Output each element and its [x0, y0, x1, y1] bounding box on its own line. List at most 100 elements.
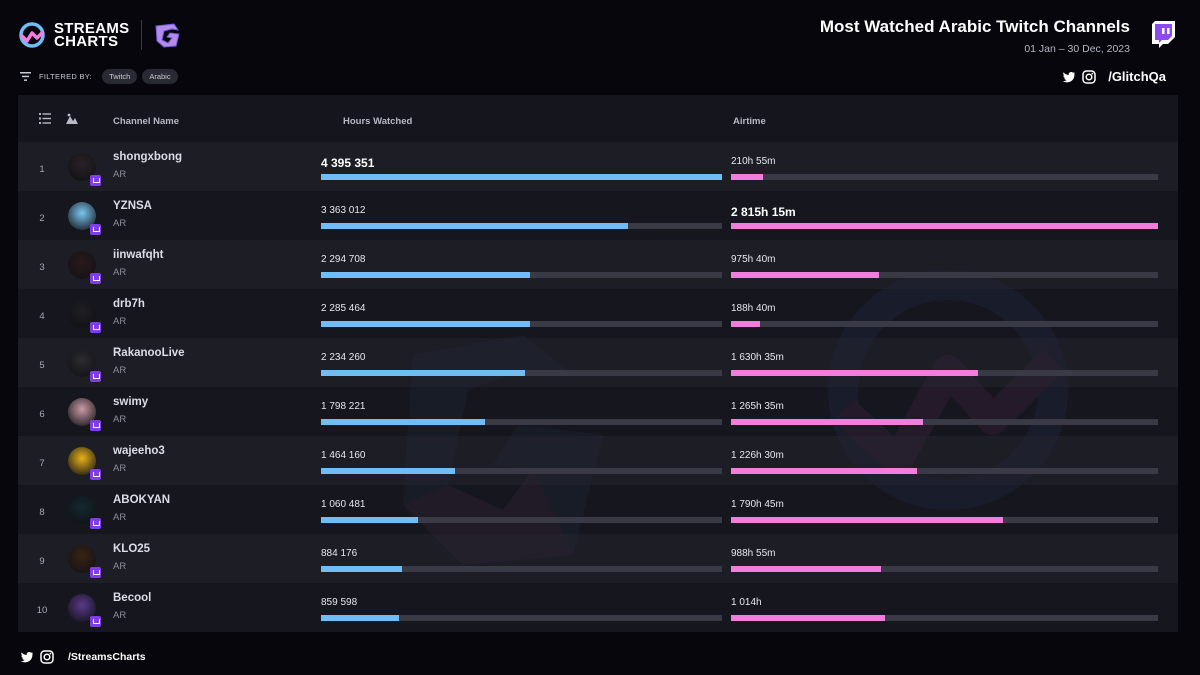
airtime-value: 1 226h 30m [731, 450, 784, 461]
hours-watched-bar [321, 321, 722, 327]
twitter-icon[interactable] [1062, 70, 1076, 84]
airtime-value: 1 265h 35m [731, 401, 784, 412]
airtime-fill [731, 223, 1158, 229]
rank-number: 10 [36, 605, 48, 616]
channel-language: AR [113, 463, 127, 474]
airtime-bar [731, 615, 1158, 621]
channel-name[interactable]: shongxbong [113, 151, 182, 163]
airtime-value: 188h 40m [731, 303, 776, 314]
filter-chip-platform[interactable]: Twitch [102, 69, 138, 84]
channel-language: AR [113, 561, 127, 572]
channel-name[interactable]: KLO25 [113, 543, 151, 555]
filter-icon [20, 72, 31, 81]
airtime-bar [731, 517, 1158, 523]
rank-number: 5 [39, 360, 45, 371]
airtime-value: 1 014h [731, 597, 762, 608]
hours-watched-value: 859 598 [321, 597, 358, 608]
table-row[interactable]: 7 wajeeho3 AR 1 464 160 1 226h 30m [18, 436, 1178, 485]
social-handle-top[interactable]: /GlitchQa [1108, 69, 1166, 84]
hours-watched-value: 884 176 [321, 548, 358, 559]
rank-number: 7 [39, 458, 45, 469]
table-row[interactable]: 6 swimy AR 1 798 221 1 265h 35m [18, 387, 1178, 436]
social-top: /GlitchQa [1062, 69, 1166, 84]
table-row[interactable]: 9 KLO25 AR 884 176 988h 55m [18, 534, 1178, 583]
channel-language: AR [113, 414, 127, 425]
airtime-fill [731, 468, 918, 474]
filter-label: FILTERED BY: [39, 72, 93, 81]
avatar-column-icon [66, 113, 78, 124]
header-title-block: Most Watched Arabic Twitch Channels 01 J… [820, 17, 1130, 55]
social-handle-bottom[interactable]: /StreamsCharts [68, 651, 146, 663]
channel-name[interactable]: YZNSA [113, 200, 152, 212]
col-hours-watched[interactable]: Hours Watched [343, 116, 413, 127]
channel-name[interactable]: ABOKYAN [113, 494, 171, 506]
table-row[interactable]: 2 YZNSA AR 3 363 012 2 815h 15m [18, 191, 1178, 240]
airtime-fill [731, 174, 763, 180]
table-row[interactable]: 1 shongxbong AR 4 395 351 210h 55m [18, 142, 1178, 191]
hours-watched-value: 1 060 481 [321, 499, 366, 510]
table-row[interactable]: 5 RakanooLive AR 2 234 260 1 630h 35m [18, 338, 1178, 387]
channel-name[interactable]: swimy [113, 396, 149, 408]
channel-language: AR [113, 512, 127, 523]
airtime-bar [731, 566, 1158, 572]
rank-number: 1 [39, 164, 45, 175]
hours-watched-fill [321, 223, 628, 229]
twitch-badge-icon [90, 567, 101, 578]
col-airtime[interactable]: Airtime [733, 116, 766, 127]
hours-watched-fill [321, 517, 418, 523]
airtime-value: 1 630h 35m [731, 352, 784, 363]
filter-chip-language[interactable]: Arabic [142, 69, 178, 84]
twitch-badge-icon [90, 420, 101, 431]
rank-number: 3 [39, 262, 45, 273]
twitch-badge-icon [90, 469, 101, 480]
hours-watched-bar [321, 272, 722, 278]
hours-watched-value: 4 395 351 [321, 156, 375, 170]
hours-watched-fill [321, 468, 455, 474]
hours-watched-fill [321, 174, 722, 180]
hours-watched-value: 2 285 464 [321, 303, 366, 314]
twitter-icon[interactable] [20, 650, 34, 664]
channel-name[interactable]: RakanooLive [113, 347, 185, 359]
airtime-value: 2 815h 15m [731, 205, 796, 219]
brand-logo: STREAMS CHARTS [18, 20, 182, 50]
hours-watched-fill [321, 370, 525, 376]
channel-language: AR [113, 169, 127, 180]
twitch-badge-icon [90, 224, 101, 235]
airtime-fill [731, 615, 885, 621]
airtime-bar [731, 419, 1158, 425]
streamscharts-logo-icon [19, 22, 45, 48]
table-row[interactable]: 4 drb7h AR 2 285 464 188h 40m [18, 289, 1178, 338]
airtime-bar [731, 468, 1158, 474]
hours-watched-value: 1 798 221 [321, 401, 366, 412]
table-row[interactable]: 3 iinwafqht AR 2 294 708 975h 40m [18, 240, 1178, 289]
channel-language: AR [113, 365, 127, 376]
rank-number: 6 [39, 409, 45, 420]
airtime-bar [731, 174, 1158, 180]
table-row[interactable]: 8 ABOKYAN AR 1 060 481 1 790h 45m [18, 485, 1178, 534]
channel-name[interactable]: Becool [113, 592, 152, 604]
instagram-icon[interactable] [40, 650, 54, 664]
col-channel-name[interactable]: Channel Name [113, 116, 179, 127]
channel-language: AR [113, 218, 127, 229]
hours-watched-fill [321, 615, 400, 621]
date-range: 01 Jan – 30 Dec, 2023 [1024, 43, 1130, 55]
hours-watched-bar [321, 468, 722, 474]
page-title: Most Watched Arabic Twitch Channels [819, 17, 1130, 36]
hours-watched-bar [321, 566, 722, 572]
hours-watched-value: 2 234 260 [321, 352, 366, 363]
table-row[interactable]: 10 Becool AR 859 598 1 014h [18, 583, 1178, 632]
brand-line2: CHARTS [54, 33, 119, 50]
hours-watched-fill [321, 272, 531, 278]
list-icon [39, 113, 51, 124]
airtime-fill [731, 370, 979, 376]
airtime-value: 210h 55m [731, 156, 776, 167]
twitch-badge-icon [90, 616, 101, 627]
hours-watched-fill [321, 321, 530, 327]
channel-name[interactable]: iinwafqht [113, 249, 164, 261]
twitch-badge-icon [90, 371, 101, 382]
channel-name[interactable]: wajeeho3 [113, 445, 165, 457]
instagram-icon[interactable] [1082, 69, 1096, 84]
hours-watched-fill [321, 566, 402, 572]
filter-bar: FILTERED BY: Twitch Arabic [20, 69, 183, 84]
channel-name[interactable]: drb7h [113, 298, 145, 310]
